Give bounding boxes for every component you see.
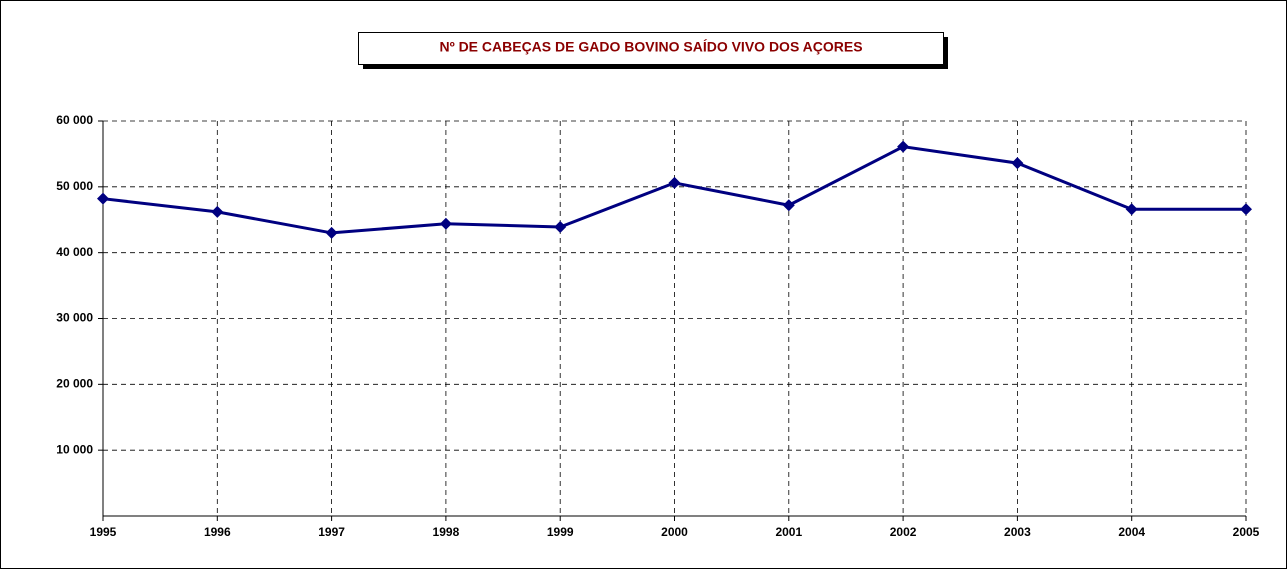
y-tick-label: 50 000 xyxy=(56,179,93,193)
data-point xyxy=(97,192,109,205)
data-point xyxy=(211,205,224,218)
data-point xyxy=(782,199,795,212)
y-tick-label: 20 000 xyxy=(56,377,93,391)
data-point xyxy=(1011,157,1024,170)
data-point xyxy=(1240,203,1252,216)
x-tick-label: 1995 xyxy=(90,525,117,539)
x-tick-label: 1997 xyxy=(318,525,345,539)
x-tick-label: 1998 xyxy=(433,525,460,539)
chart-title: Nº DE CABEÇAS DE GADO BOVINO SAÍDO VIVO … xyxy=(439,39,862,55)
y-tick-label: 40 000 xyxy=(56,245,93,259)
x-tick-label: 1999 xyxy=(547,525,574,539)
x-tick-label: 2000 xyxy=(661,525,688,539)
x-tick-label: 2005 xyxy=(1233,525,1260,539)
x-tick-label: 2002 xyxy=(890,525,917,539)
data-point xyxy=(668,176,681,189)
x-tick-label: 2001 xyxy=(775,525,802,539)
x-tick-label: 1996 xyxy=(204,525,231,539)
data-point xyxy=(554,220,567,233)
title-box xyxy=(358,32,944,65)
data-point xyxy=(897,140,910,153)
x-tick-label: 2003 xyxy=(1004,525,1031,539)
y-tick-label: 10 000 xyxy=(56,442,93,456)
data-point xyxy=(325,226,338,239)
y-tick-label: 30 000 xyxy=(56,311,93,325)
y-tick-label: 60 000 xyxy=(56,113,93,127)
x-tick-label: 2004 xyxy=(1118,525,1145,539)
data-point xyxy=(439,217,452,230)
data-point xyxy=(1125,203,1138,216)
